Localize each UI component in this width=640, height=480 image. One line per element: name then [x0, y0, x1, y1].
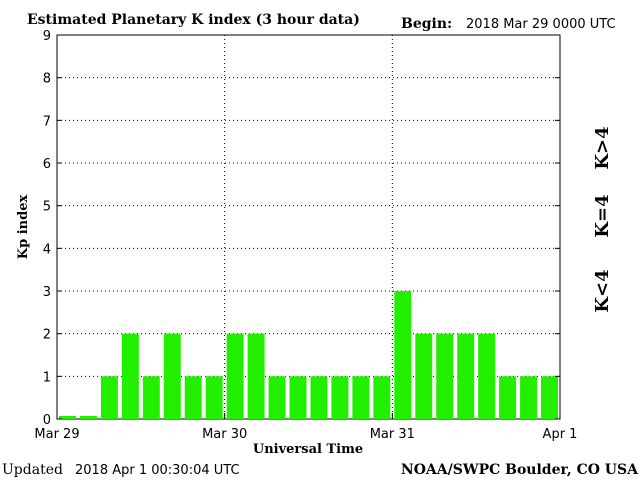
kp-bar: [394, 291, 412, 419]
kp-bar: [478, 333, 496, 419]
kp-bar: [520, 376, 538, 419]
x-tick-label: Apr 1: [543, 427, 578, 442]
x-tick-label: Mar 31: [370, 427, 415, 442]
credit-text: NOAA/SWPC Boulder, CO USA: [401, 462, 639, 478]
x-axis-ticks: Mar 29 Mar 30 Mar 31 Apr 1: [34, 413, 577, 442]
y-tick-label: 6: [43, 157, 51, 172]
legend-high: K>4: [592, 126, 613, 169]
y-tick-label: 2: [43, 328, 51, 343]
y-axis-label: Kp index: [16, 195, 31, 260]
kp-bar: [247, 333, 265, 419]
y-tick-label: 4: [43, 242, 51, 257]
legend-equal: K=4: [592, 194, 613, 237]
kp-bar: [352, 376, 370, 419]
x-tick-label: Mar 30: [202, 427, 247, 442]
legend-low: K<4: [592, 269, 613, 312]
plot-area: [56, 34, 561, 420]
kp-bar: [205, 376, 223, 419]
kp-bar: [121, 333, 139, 419]
kp-bar: [100, 376, 118, 419]
y-tick-label: 1: [43, 370, 51, 385]
y-tick-label: 9: [43, 29, 51, 44]
kp-bar: [142, 376, 160, 419]
kp-bar: [499, 376, 517, 419]
plot-frame: [56, 34, 561, 420]
kp-bar: [59, 416, 76, 419]
kp-bar: [289, 376, 307, 419]
kp-bar: [268, 376, 286, 419]
kp-bar: [415, 333, 433, 419]
kp-bar: [79, 416, 97, 419]
x-tick-label: Mar 29: [34, 427, 79, 442]
kp-bar: [163, 333, 181, 419]
kp-bar: [373, 376, 391, 419]
kp-bar: [331, 376, 349, 419]
x-axis-label: Universal Time: [253, 442, 363, 457]
y-tick-label: 0: [43, 413, 51, 428]
y-tick-label: 7: [43, 114, 51, 129]
kp-bar: [457, 333, 475, 419]
kp-bar: [541, 376, 558, 419]
updated-value: 2018 Apr 1 00:30:04 UTC: [75, 463, 240, 478]
updated-label: Updated: [2, 462, 63, 478]
kp-bar: [310, 376, 328, 419]
kp-bar: [184, 376, 202, 419]
y-tick-label: 5: [43, 200, 51, 215]
bar-series: [59, 291, 558, 419]
y-tick-label: 3: [43, 285, 51, 300]
chart-title: Estimated Planetary K index (3 hour data…: [27, 12, 360, 28]
kp-bar: [226, 333, 244, 419]
begin-label: Begin:: [401, 16, 452, 32]
y-tick-label: 8: [43, 72, 51, 87]
kp-bar: [436, 333, 454, 419]
begin-value: 2018 Mar 29 0000 UTC: [466, 17, 616, 32]
y-axis-ticks: 0 1 2 3 4 5 6 7 8 9: [43, 29, 560, 428]
